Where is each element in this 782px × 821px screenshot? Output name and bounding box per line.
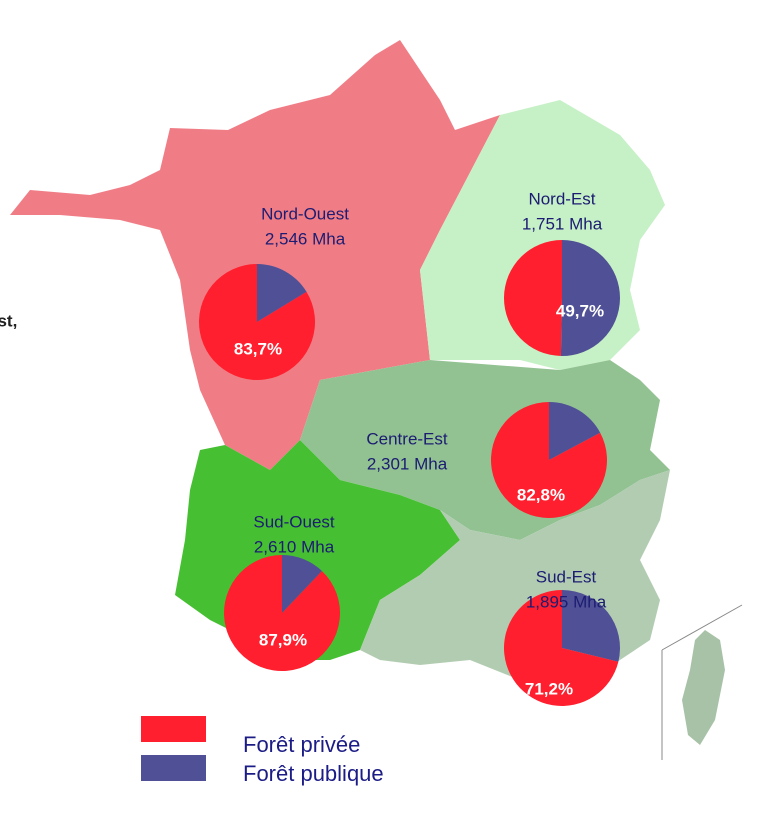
- region-nord-ouest: [10, 40, 500, 470]
- region-area: 1,895 Mha: [526, 592, 607, 611]
- pie-slice: [491, 402, 607, 518]
- pie-slice: [257, 264, 307, 322]
- region-name: Centre-Est: [366, 429, 448, 448]
- region-name: Sud-Est: [536, 567, 597, 586]
- region-name: Sud-Ouest: [253, 512, 335, 531]
- corsica: [682, 630, 725, 745]
- region-area: 2,301 Mha: [367, 454, 448, 473]
- legend-swatch: [141, 716, 206, 742]
- pie-slice: [503, 590, 619, 706]
- pie-slice: [224, 555, 341, 671]
- note: est,: [0, 311, 17, 330]
- pie-slice: [282, 555, 322, 613]
- value-label: 82,8%: [517, 485, 565, 504]
- value-label: 87,9%: [259, 630, 307, 649]
- region-name: Nord-Est: [528, 189, 595, 208]
- legend-label: Forêt privée: [243, 732, 360, 757]
- legend-label: Forêt publique: [243, 761, 384, 786]
- pie-slice: [549, 402, 601, 460]
- pie-slice: [199, 264, 315, 380]
- legend-swatch: [141, 755, 206, 781]
- region-area: 2,610 Mha: [254, 537, 335, 556]
- regions: [10, 40, 743, 760]
- pie-slice: [562, 590, 620, 662]
- region-area: 1,751 Mha: [522, 214, 603, 233]
- region-name: Nord-Ouest: [261, 204, 349, 223]
- value-label: 49,7%: [556, 301, 604, 320]
- region-area: 2,546 Mha: [265, 229, 346, 248]
- pie-slice: [560, 240, 621, 356]
- inset-line: [661, 604, 743, 651]
- value-label: 71,2%: [525, 679, 573, 698]
- pie-slice: [504, 240, 562, 356]
- value-label: 83,7%: [234, 339, 282, 358]
